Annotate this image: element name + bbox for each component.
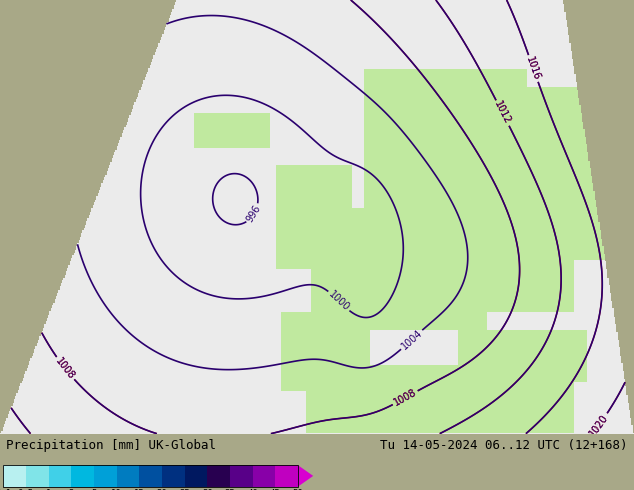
Text: 1000: 1000 — [327, 289, 351, 313]
Bar — [184, 465, 207, 487]
Bar — [49, 465, 71, 487]
Text: 35: 35 — [224, 489, 235, 490]
Text: 1016: 1016 — [524, 55, 542, 82]
Text: 5: 5 — [91, 489, 96, 490]
Text: 0.5: 0.5 — [18, 489, 34, 490]
Text: 1008: 1008 — [392, 388, 418, 408]
Bar — [275, 465, 298, 487]
Text: 10: 10 — [111, 489, 122, 490]
Bar — [71, 465, 94, 487]
Bar — [139, 465, 162, 487]
Bar — [207, 465, 230, 487]
Text: 1008: 1008 — [54, 356, 77, 381]
Text: 1020: 1020 — [588, 412, 611, 438]
Text: 1012: 1012 — [493, 100, 513, 126]
Bar — [94, 465, 117, 487]
Bar — [26, 465, 49, 487]
Text: 1016: 1016 — [524, 55, 542, 82]
Text: Precipitation [mm] UK-Global: Precipitation [mm] UK-Global — [6, 439, 216, 452]
Text: 996: 996 — [245, 203, 263, 224]
Bar — [252, 465, 275, 487]
Text: Tu 14-05-2024 06..12 UTC (12+168): Tu 14-05-2024 06..12 UTC (12+168) — [380, 439, 628, 452]
Bar — [117, 465, 139, 487]
Text: 40: 40 — [247, 489, 258, 490]
Text: 15: 15 — [134, 489, 145, 490]
Text: 30: 30 — [202, 489, 212, 490]
Text: 2: 2 — [68, 489, 74, 490]
Bar — [3, 465, 26, 487]
Bar — [162, 465, 184, 487]
Text: 1008: 1008 — [392, 388, 418, 408]
Text: 1004: 1004 — [399, 328, 424, 352]
Text: 1012: 1012 — [493, 100, 513, 126]
Text: 0.1: 0.1 — [0, 489, 11, 490]
Text: 50: 50 — [293, 489, 303, 490]
Bar — [3, 465, 298, 487]
Polygon shape — [298, 465, 313, 487]
Text: 1008: 1008 — [54, 356, 77, 381]
Text: 45: 45 — [270, 489, 281, 490]
Text: 1: 1 — [46, 489, 51, 490]
Text: 1020: 1020 — [588, 412, 611, 438]
Text: 20: 20 — [157, 489, 167, 490]
Text: 25: 25 — [179, 489, 190, 490]
Bar — [230, 465, 252, 487]
